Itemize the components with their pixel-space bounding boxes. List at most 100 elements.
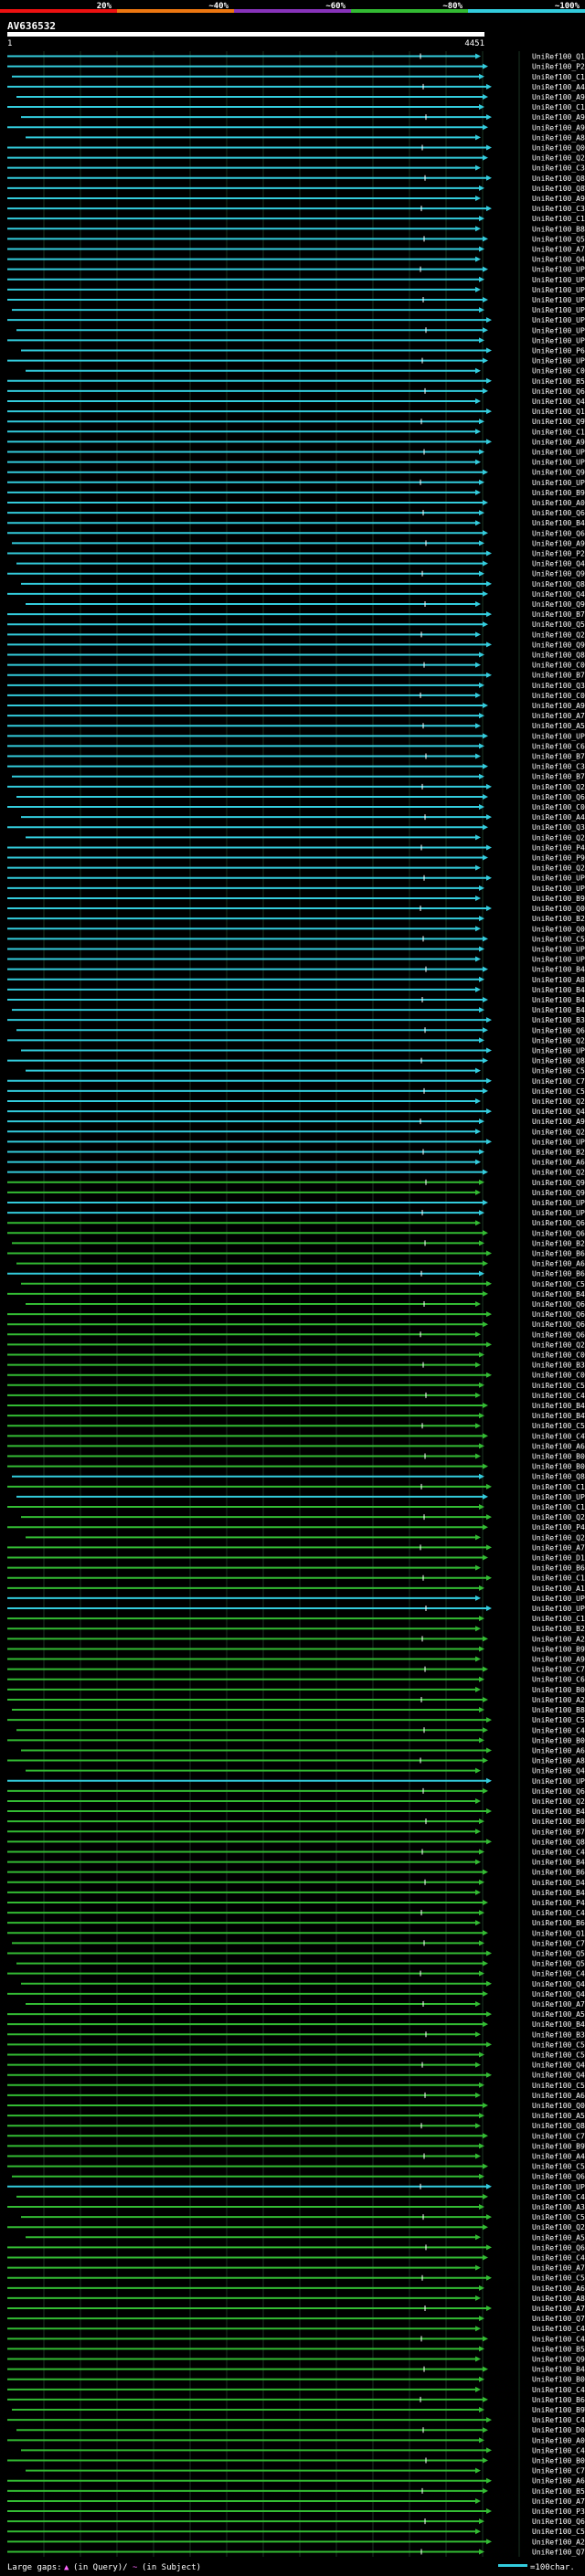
hit-label[interactable]: UniRef100_A9V1T8 — [532, 1118, 585, 1126]
hit-row[interactable]: UniRef100_P46598 — [7, 1899, 585, 1907]
hit-label[interactable]: UniRef100_B2VDC3 — [532, 1239, 585, 1247]
hit-row[interactable]: UniRef100_A2I3W1 — [7, 1696, 585, 1704]
hit-label[interactable]: UniRef100_Q21215 — [532, 1797, 585, 1806]
hit-row[interactable]: UniRef100_C1E856 — [12, 73, 585, 81]
hit-row[interactable]: UniRef100_Q25189 — [7, 1128, 585, 1136]
hit-row[interactable]: UniRef100_C4LTS8 — [7, 2335, 585, 2343]
hit-row[interactable]: UniRef100_C1BZP4 — [7, 428, 585, 436]
hit-label[interactable]: UniRef100_A7AT19 — [532, 2264, 585, 2273]
hit-row[interactable]: UniRef100_B2CNY1 — [7, 1625, 585, 1633]
hit-row[interactable]: UniRef100_Q6P0D5 — [26, 1300, 585, 1309]
hit-label[interactable]: UniRef100_Q24076 — [532, 631, 585, 639]
hit-row[interactable]: UniRef100_B4FK01 — [7, 1290, 585, 1299]
hit-row[interactable]: UniRef100_Q00Y27 — [7, 143, 585, 152]
hit-row[interactable]: UniRef100_A9A1U0 — [7, 1656, 585, 1664]
hit-label[interactable]: UniRef100_B7FHR5 — [532, 610, 585, 619]
hit-label[interactable]: UniRef100_A9NUJ5 — [532, 702, 585, 710]
hit-label[interactable]: UniRef100_Q0UP30 — [532, 905, 585, 913]
hit-row[interactable]: UniRef100_B5YPP1 — [7, 2487, 585, 2496]
hit-label[interactable]: UniRef100_UPI000... — [532, 1138, 585, 1146]
hit-row[interactable]: UniRef100_P38011 — [7, 2507, 585, 2516]
hit-row[interactable]: UniRef100_Q2FBK6 — [7, 1341, 585, 1349]
hit-label[interactable]: UniRef100_Q6S8B4 — [532, 1310, 585, 1319]
hit-row[interactable]: UniRef100_Q8WVP6 — [7, 185, 585, 193]
hit-label[interactable]: UniRef100_Q4A9Z6 — [532, 1108, 585, 1116]
hit-row[interactable]: UniRef100_Q24456 — [26, 833, 585, 842]
hit-label[interactable]: UniRef100_Q9LV28 — [532, 600, 585, 609]
hit-label[interactable]: UniRef100_Q4YOJ3 — [532, 2072, 585, 2080]
hit-row[interactable]: UniRef100_C5MTW1 — [26, 1067, 585, 1076]
hit-label[interactable]: UniRef100_Q4UHI9 — [532, 1990, 585, 1998]
hit-row[interactable]: UniRef100_Q753X3 — [7, 2315, 585, 2323]
hit-row[interactable]: UniRef100_UPI000... — [7, 286, 585, 294]
hit-label[interactable]: UniRef100_B4LS52 — [532, 1889, 585, 1897]
hit-row[interactable]: UniRef100_A4S6M8 — [7, 83, 585, 91]
hit-row[interactable]: UniRef100_C7YSI8 — [12, 1939, 585, 1947]
hit-label[interactable]: UniRef100_Q2QUD1 — [532, 1097, 585, 1106]
hit-row[interactable]: UniRef100_Q42248 — [7, 256, 585, 264]
hit-label[interactable]: UniRef100_A2QSR8 — [532, 1635, 585, 1643]
hit-row[interactable]: UniRef100_B4EI50 — [7, 2366, 585, 2374]
hit-label[interactable]: UniRef100_Q29MB0 — [532, 1513, 585, 1521]
hit-row[interactable]: UniRef100_B2VS63 — [7, 915, 585, 923]
hit-label[interactable]: UniRef100_B0ENZ2 — [532, 2376, 585, 2384]
hit-row[interactable]: UniRef100_A9RL45 — [21, 113, 585, 122]
hit-label[interactable]: UniRef100_A9YTN2 — [532, 195, 585, 203]
hit-row[interactable]: UniRef100_Q2QUD1 — [7, 1097, 585, 1106]
hit-label[interactable]: UniRef100_UPI000... — [532, 1209, 585, 1217]
hit-row[interactable]: UniRef100_B0ENZ2 — [7, 2376, 585, 2384]
hit-row[interactable]: UniRef100_A7TSL1 — [7, 2497, 585, 2506]
hit-row[interactable]: UniRef100_UPI000... — [7, 956, 585, 964]
hit-label[interactable]: UniRef100_C4LU92 — [532, 2325, 585, 2333]
hit-label[interactable]: UniRef100_Q6YH13 — [532, 1026, 585, 1034]
hit-label[interactable]: UniRef100_A8NGI5 — [532, 976, 585, 984]
hit-row[interactable]: UniRef100_UPI000... — [16, 326, 585, 334]
hit-row[interactable]: UniRef100_Q6PPM2 — [7, 1229, 585, 1237]
hit-row[interactable]: UniRef100_B9GGB0 — [7, 895, 585, 903]
hit-label[interactable]: UniRef100_C7Q0W4 — [532, 2467, 585, 2475]
hit-row[interactable]: UniRef100_Q58G69 — [7, 235, 585, 243]
hit-row[interactable]: UniRef100_D0GN69 — [16, 2426, 585, 2434]
hit-row[interactable]: UniRef100_C1C2S1 — [7, 1615, 585, 1623]
hit-row[interactable]: UniRef100_C7Q0W4 — [26, 2467, 585, 2475]
hit-label[interactable]: UniRef100_B4LPZ7 — [532, 1807, 585, 1816]
hit-row[interactable]: UniRef100_Q8LAF2 — [7, 652, 585, 660]
hit-label[interactable]: UniRef100_A6Q0Y4 — [532, 2477, 585, 2486]
hit-row[interactable]: UniRef100_UPI000... — [7, 448, 585, 456]
hit-row[interactable]: UniRef100_Q9SIS0 — [7, 570, 585, 578]
hit-row[interactable]: UniRef100_Q4JSS8 — [7, 590, 585, 599]
hit-label[interactable]: UniRef100_Q8I0V0 — [532, 175, 585, 183]
hit-row[interactable]: UniRef100_UPI000... — [7, 2183, 585, 2191]
hit-row[interactable]: UniRef100_Q4C249 — [7, 398, 585, 406]
hit-label[interactable]: UniRef100_A9RL45 — [532, 113, 585, 122]
hit-label[interactable]: UniRef100_Q8S4T1 — [532, 580, 585, 588]
hit-row[interactable]: UniRef100_C5KVY9 — [7, 2051, 585, 2059]
hit-label[interactable]: UniRef100_P25391 — [532, 550, 585, 558]
hit-row[interactable]: UniRef100_A6LST1 — [7, 1442, 585, 1450]
hit-row[interactable]: UniRef100_Q9HKA1 — [7, 1179, 585, 1187]
hit-row[interactable]: UniRef100_UPI000... — [7, 336, 585, 345]
hit-label[interactable]: UniRef100_Q6P0D5 — [532, 1300, 585, 1309]
hit-row[interactable]: UniRef100_Q6CN17 — [7, 2243, 585, 2252]
hit-row[interactable]: UniRef100_C5MFL3 — [7, 2163, 585, 2171]
hit-label[interactable]: UniRef100_C1H819 — [532, 1483, 585, 1491]
hit-label[interactable]: UniRef100_Q87Q56 — [532, 1057, 585, 1065]
hit-label[interactable]: UniRef100_C5HLE3 — [532, 1422, 585, 1430]
hit-row[interactable]: UniRef100_B4KU76 — [7, 1859, 585, 1867]
hit-label[interactable]: UniRef100_UPI000... — [532, 286, 585, 294]
hit-label[interactable]: UniRef100_Q39336 — [532, 682, 585, 690]
hit-label[interactable]: UniRef100_Q6CN17 — [532, 2243, 585, 2252]
hit-label[interactable]: UniRef100_UPI000... — [532, 448, 585, 456]
hit-label[interactable]: UniRef100_Q42248 — [532, 256, 585, 264]
hit-row[interactable]: UniRef100_B7G365 — [7, 672, 585, 680]
hit-row[interactable]: UniRef100_Q8T6T3 — [7, 1838, 585, 1846]
hit-row[interactable]: UniRef100_C5FSP0 — [21, 2213, 585, 2221]
hit-rows[interactable]: UniRef100_Q1HLW3 UniRef100_P25387 UniRef10… — [7, 53, 585, 2557]
hit-label[interactable]: UniRef100_UPI000... — [532, 336, 585, 345]
hit-label[interactable]: UniRef100_P25387 — [532, 63, 585, 71]
hit-label[interactable]: UniRef100_C5MTW1 — [532, 1067, 585, 1076]
hit-label[interactable]: UniRef100_Q5Z8M4 — [532, 620, 585, 629]
hit-row[interactable]: UniRef100_B6SJ24 — [7, 1249, 585, 1257]
hit-label[interactable]: UniRef100_B3NE87 — [532, 1016, 585, 1024]
hit-label[interactable]: UniRef100_C5VV50 — [532, 1280, 585, 1288]
